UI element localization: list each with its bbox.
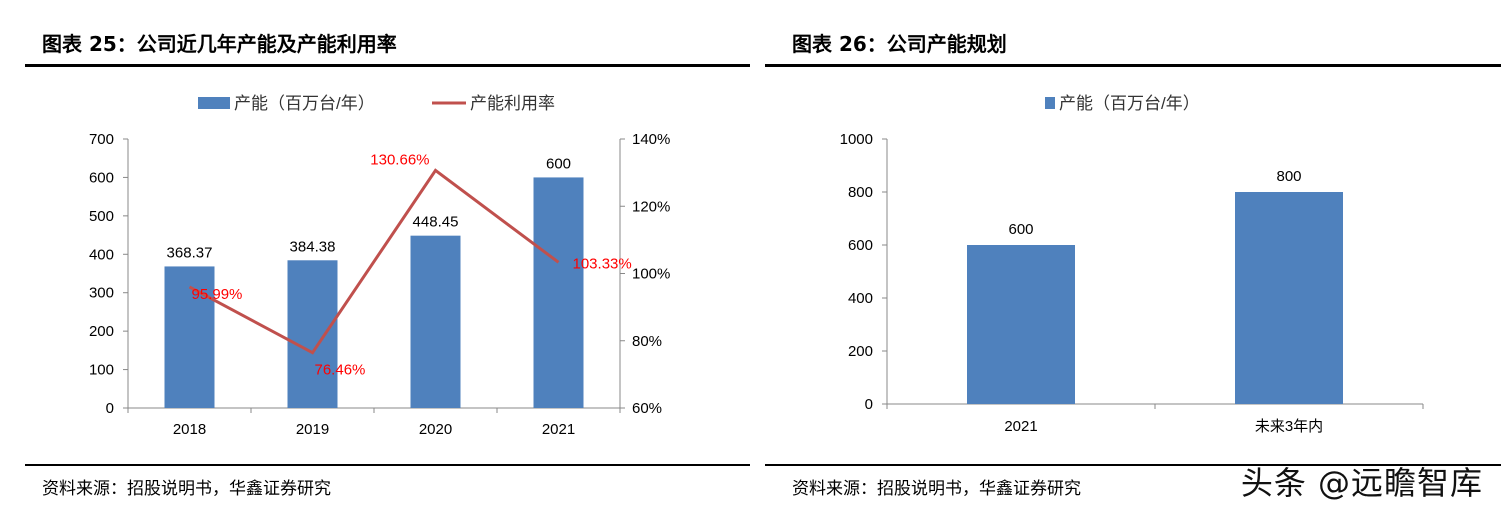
left-figure-title: 图表 25：公司近几年产能及产能利用率 <box>42 32 397 56</box>
left-y-tick-label: 300 <box>89 285 114 302</box>
bar-data-label: 600 <box>1008 221 1033 238</box>
y-tick-label: 200 <box>848 343 873 360</box>
line-data-label: 103.33% <box>573 255 632 272</box>
bar <box>1235 192 1343 404</box>
x-tick-label: 2021 <box>1004 418 1037 435</box>
y-tick-label: 0 <box>865 396 873 413</box>
utilization-line <box>188 168 560 355</box>
left-y-tick-label: 200 <box>89 323 114 340</box>
bar-data-label: 448.45 <box>413 214 459 231</box>
right-y-tick-label: 80% <box>632 333 662 350</box>
bar-data-label: 600 <box>546 155 571 172</box>
right-y-tick-label: 100% <box>632 266 670 283</box>
left-source-rule <box>25 464 750 466</box>
bar <box>967 245 1075 404</box>
left-y-tick-label: 0 <box>106 400 114 417</box>
legend-bar-swatch <box>1045 97 1055 109</box>
legend-bar-label: 产能（百万台/年） <box>234 94 375 113</box>
x-tick-label: 2018 <box>173 421 206 438</box>
line-data-label: 130.66% <box>370 151 429 168</box>
y-tick-label: 400 <box>848 290 873 307</box>
legend-line-label: 产能利用率 <box>470 94 555 113</box>
right-y-tick-label: 120% <box>632 198 670 215</box>
x-tick-label: 2019 <box>296 421 329 438</box>
right-title-rule <box>765 64 1501 67</box>
bar <box>164 266 215 408</box>
watermark: 头条 @远瞻智库 <box>1240 464 1483 502</box>
right-source-rule <box>765 464 1501 466</box>
x-tick-label: 2020 <box>419 421 452 438</box>
left-y-tick-label: 100 <box>89 362 114 379</box>
line-data-label: 76.46% <box>315 362 366 379</box>
left-y-tick-label: 600 <box>89 169 114 186</box>
left-source: 资料来源：招股说明书，华鑫证券研究 <box>42 479 331 499</box>
left-y-tick-label: 700 <box>89 131 114 148</box>
y-tick-label: 800 <box>848 184 873 201</box>
bar <box>287 260 338 408</box>
right-y-tick-label: 60% <box>632 400 662 417</box>
legend-bar-swatch <box>198 97 230 109</box>
right-y-tick-label: 140% <box>632 131 670 148</box>
left-y-tick-label: 500 <box>89 208 114 225</box>
y-tick-label: 600 <box>848 237 873 254</box>
left-y-tick-label: 400 <box>89 246 114 263</box>
x-tick-label: 2021 <box>542 421 575 438</box>
bar-data-label: 800 <box>1276 168 1301 185</box>
bar-data-label: 384.38 <box>290 238 336 255</box>
right-figure-title: 图表 26：公司产能规划 <box>792 32 1007 56</box>
legend-bar-label: 产能（百万台/年） <box>1059 94 1200 113</box>
x-tick-label: 未来3年内 <box>1255 418 1323 435</box>
bar-data-label: 368.37 <box>167 244 213 261</box>
bar <box>533 177 584 408</box>
line-data-label: 95.99% <box>192 286 243 303</box>
right-source: 资料来源：招股说明书，华鑫证券研究 <box>792 479 1081 499</box>
bar <box>410 235 461 408</box>
left-title-rule <box>25 64 750 67</box>
y-tick-label: 1000 <box>840 131 873 148</box>
